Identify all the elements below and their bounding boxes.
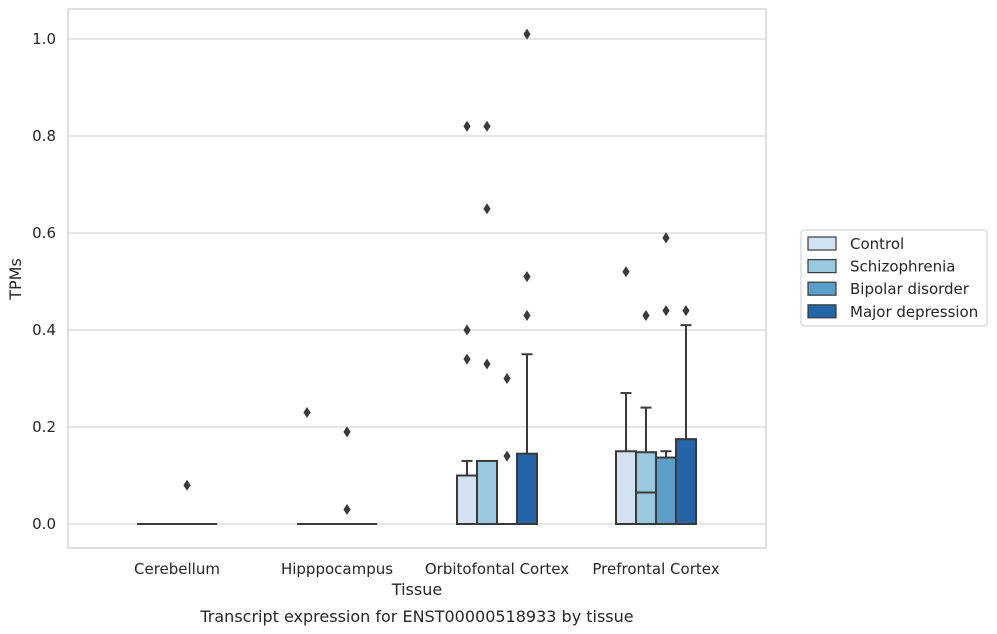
outlier-marker bbox=[503, 450, 511, 462]
boxes bbox=[137, 324, 697, 526]
outlier-marker bbox=[503, 373, 511, 384]
outlier-marker bbox=[523, 28, 531, 40]
legend-label: Bipolar disorder bbox=[850, 280, 970, 298]
box-body bbox=[655, 456, 677, 525]
box-major-depression bbox=[675, 324, 697, 525]
y-tick-label: 0.6 bbox=[32, 224, 56, 242]
plot-frame bbox=[67, 8, 767, 549]
legend: Control Schizophrenia Bipolar disorder Majo… bbox=[800, 229, 988, 327]
box-bipolar-disorder bbox=[655, 450, 677, 525]
outlier-marker bbox=[483, 120, 491, 132]
x-tick-label: Orbitofontal Cortex bbox=[425, 560, 569, 578]
box-body bbox=[456, 474, 478, 525]
outlier-marker bbox=[463, 324, 471, 336]
box-major-depression bbox=[516, 353, 538, 525]
x-tick-label: Hipppocampus bbox=[281, 560, 393, 578]
outlier-marker bbox=[483, 358, 491, 370]
outlier-marker bbox=[642, 309, 650, 321]
outlier-marker bbox=[662, 305, 670, 317]
x-tick-labels: Cerebellum Hipppocampus Orbitofontal Corte… bbox=[134, 560, 720, 578]
x-tick-label: Prefrontal Cortex bbox=[592, 560, 719, 578]
outlier-marker bbox=[303, 406, 311, 418]
legend-swatch bbox=[807, 236, 837, 251]
outlier-marker bbox=[343, 503, 351, 515]
x-tick-label: Cerebellum bbox=[134, 560, 220, 578]
outlier-marker bbox=[183, 479, 191, 491]
legend-swatch bbox=[807, 281, 837, 296]
box-body bbox=[476, 459, 498, 526]
y-tick-label: 0.2 bbox=[32, 418, 56, 436]
legend-frame bbox=[800, 229, 988, 327]
outlier-marker bbox=[343, 426, 351, 438]
y-tick-label: 0.8 bbox=[32, 127, 56, 145]
legend-swatch bbox=[807, 259, 837, 274]
outlier-marker bbox=[523, 309, 531, 321]
y-axis-label: TPMs bbox=[6, 258, 25, 301]
legend-label: Schizophrenia bbox=[850, 258, 955, 276]
outlier-marker bbox=[463, 120, 471, 132]
outlier-marker bbox=[463, 353, 471, 365]
y-tick-label: 0.0 bbox=[32, 515, 56, 533]
legend-swatch bbox=[807, 304, 837, 319]
box-body bbox=[516, 452, 538, 525]
box-schizophrenia bbox=[635, 406, 657, 525]
outlier-marker bbox=[682, 305, 690, 317]
box-control bbox=[615, 392, 637, 525]
box-body bbox=[675, 438, 697, 525]
chart-caption: Transcript expression for ENST0000051893… bbox=[199, 607, 633, 626]
legend-label: Control bbox=[850, 235, 904, 253]
legend-items: Control Schizophrenia Bipolar disorder Majo… bbox=[807, 235, 978, 321]
outlier-marker bbox=[662, 232, 670, 244]
outlier-marker bbox=[622, 266, 630, 278]
legend-label: Major depression bbox=[850, 303, 978, 321]
y-tick-label: 0.4 bbox=[32, 321, 56, 339]
box-schizophrenia bbox=[476, 459, 498, 526]
outliers bbox=[183, 28, 690, 515]
y-tick-labels: 0.0 0.2 0.4 0.6 0.8 1.0 bbox=[32, 30, 56, 533]
box-control bbox=[456, 459, 478, 525]
box-body bbox=[615, 450, 637, 525]
y-tick-label: 1.0 bbox=[32, 30, 56, 48]
outlier-marker bbox=[523, 271, 531, 283]
x-axis-label: Tissue bbox=[391, 580, 442, 599]
box-body bbox=[635, 451, 657, 525]
outlier-marker bbox=[483, 203, 491, 215]
